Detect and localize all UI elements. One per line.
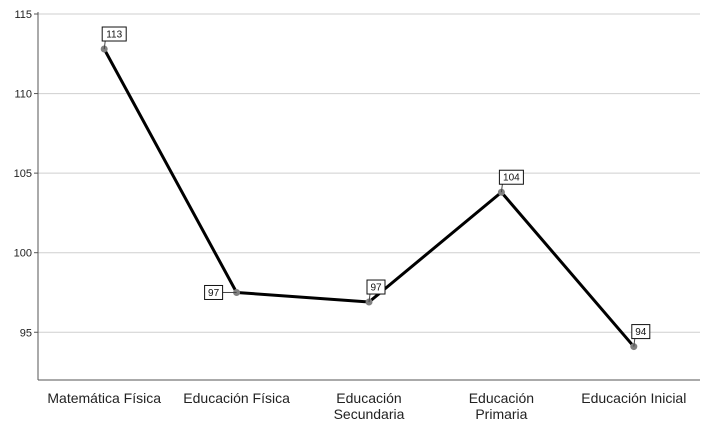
data-label-leader [633,338,636,347]
data-label-leader [103,40,106,50]
data-label-box [498,169,524,185]
y-tick-label: 95 [20,327,32,339]
x-tick-label: Educación Primaria [469,390,534,422]
data-label-value: 113 [106,30,122,41]
data-label-value: 104 [503,173,520,184]
x-axis-labels: Matemática Física Educación Física Educaci… [47,390,686,422]
gridlines [38,13,700,333]
data-label-leader [500,184,503,193]
x-tick-label-line: Primaria [475,406,527,422]
x-tick-label-line: Matemática Física [47,390,161,406]
y-tick-label: 115 [14,9,32,21]
y-axis-ticks: 115 110 105 100 95 [14,9,38,339]
data-label-value: 97 [208,288,220,299]
data-label-leader [368,293,371,303]
x-tick-label-line: Educación Inicial [581,390,686,406]
x-tick-label: Educación Secundaria [334,390,405,422]
data-markers [100,45,638,351]
y-tick-label: 105 [14,168,32,180]
x-tick-label: Educación Inicial [581,390,686,406]
data-label-box [631,324,651,340]
data-label: 94 [631,324,651,347]
data-label: 113 [101,26,127,50]
x-tick-label: Educación Física [183,390,290,406]
x-tick-label-line: Educación [469,390,534,406]
x-tick-label: Matemática Física [47,390,161,406]
data-label-value: 97 [370,283,382,294]
data-label-box [366,279,386,295]
data-label-box [204,284,224,300]
data-labels: 113 97 97 104 94 [101,26,651,347]
data-label: 97 [366,279,386,303]
x-tick-label-line: Educación Física [183,390,290,406]
data-label-box [101,26,127,42]
y-tick-label: 110 [14,89,32,101]
x-tick-label-line: Educación [336,390,401,406]
data-label-value: 94 [635,327,647,338]
data-label: 104 [498,169,524,193]
y-tick-label: 100 [14,248,32,260]
x-tick-label-line: Secundaria [334,406,405,422]
data-label: 97 [204,284,237,300]
